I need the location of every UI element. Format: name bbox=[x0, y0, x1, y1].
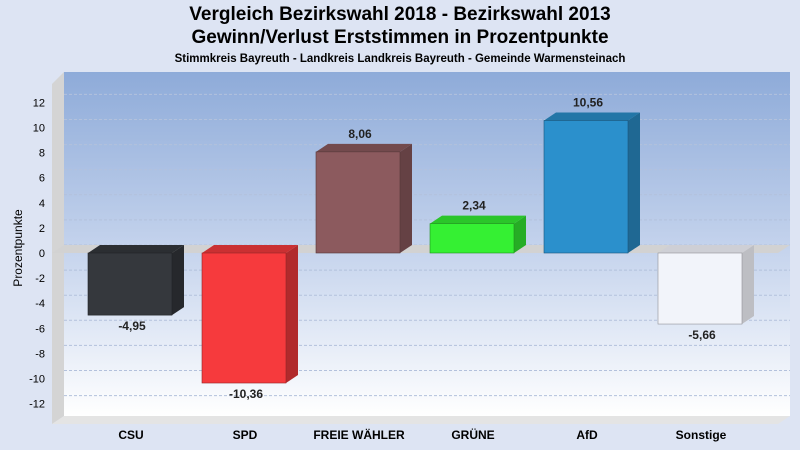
y-tick-label: -2 bbox=[35, 273, 45, 285]
bar-sonstige bbox=[657, 245, 754, 325]
bar-side bbox=[400, 143, 412, 253]
bar-side bbox=[742, 245, 754, 325]
y-tick-label: -4 bbox=[35, 298, 45, 310]
plot-background bbox=[64, 72, 790, 416]
x-tick-label: AfD bbox=[576, 428, 598, 442]
bar-top bbox=[544, 112, 640, 121]
bar-front bbox=[429, 223, 515, 254]
y-tick-label: 6 bbox=[39, 173, 45, 185]
y-tick-label: 0 bbox=[39, 248, 45, 260]
y-tick-label: 4 bbox=[39, 198, 45, 210]
bar-front bbox=[87, 252, 173, 316]
bar-front bbox=[201, 252, 287, 384]
data-label: 8,06 bbox=[348, 127, 372, 141]
y-axis-label: Prozentpunkte bbox=[11, 209, 25, 287]
bar-front bbox=[315, 151, 401, 254]
x-tick-label: SPD bbox=[233, 428, 258, 442]
bar-top bbox=[316, 143, 412, 152]
plot-left-wall bbox=[52, 72, 64, 424]
bar-top bbox=[88, 245, 184, 253]
chart-title-line-2: Gewinn/Verlust Erststimmen in Prozentpun… bbox=[191, 27, 609, 48]
data-label: 2,34 bbox=[462, 199, 486, 213]
bar-grüne bbox=[429, 215, 526, 254]
y-tick-label: 12 bbox=[33, 97, 45, 109]
bar-csu bbox=[87, 245, 184, 316]
chart-subtitle: Stimmkreis Bayreuth - Landkreis Landkrei… bbox=[174, 53, 626, 65]
y-tick-label: 8 bbox=[39, 148, 45, 160]
y-tick-label: -6 bbox=[35, 323, 45, 335]
bar-side bbox=[286, 245, 298, 384]
x-tick-label: GRÜNE bbox=[451, 427, 494, 442]
bar-spd bbox=[201, 245, 298, 384]
y-tick-label: -10 bbox=[29, 374, 45, 386]
bar-top bbox=[658, 245, 754, 253]
data-label: -10,36 bbox=[229, 387, 263, 401]
bar-freie-wähler bbox=[315, 143, 412, 254]
x-tick-label: Sonstige bbox=[676, 428, 727, 442]
bar-afd bbox=[543, 112, 640, 254]
x-axis-labels: CSU SPD FREIE WÄHLER GRÜNE AfD Sonstige bbox=[118, 427, 726, 442]
y-tick-label: 2 bbox=[39, 223, 45, 235]
bar-top bbox=[202, 245, 298, 253]
y-tick-label: -12 bbox=[29, 399, 45, 411]
bar-side bbox=[514, 215, 526, 253]
bar-front bbox=[543, 120, 629, 254]
data-labels: -4,95 -10,36 8,06 2,34 10,56 -5,66 bbox=[118, 95, 716, 401]
bar-front bbox=[657, 252, 743, 325]
data-label: 10,56 bbox=[573, 95, 603, 109]
bar-side bbox=[172, 245, 184, 316]
y-tick-label: 10 bbox=[33, 123, 45, 135]
x-tick-label: FREIE WÄHLER bbox=[313, 427, 405, 442]
data-label: -5,66 bbox=[688, 328, 716, 342]
bar-side bbox=[628, 112, 640, 253]
chart-title-line-1: Vergleich Bezirkswahl 2018 - Bezirkswahl… bbox=[189, 4, 611, 25]
plot-floor bbox=[52, 416, 790, 424]
y-tick-label: -8 bbox=[35, 348, 45, 360]
data-label: -4,95 bbox=[118, 319, 146, 333]
y-axis-ticks: 12 10 8 6 4 2 0 -2 -4 -6 -8 -10 -12 bbox=[29, 97, 45, 410]
bars bbox=[87, 112, 754, 384]
bar-top bbox=[430, 215, 526, 224]
x-tick-label: CSU bbox=[118, 428, 143, 442]
